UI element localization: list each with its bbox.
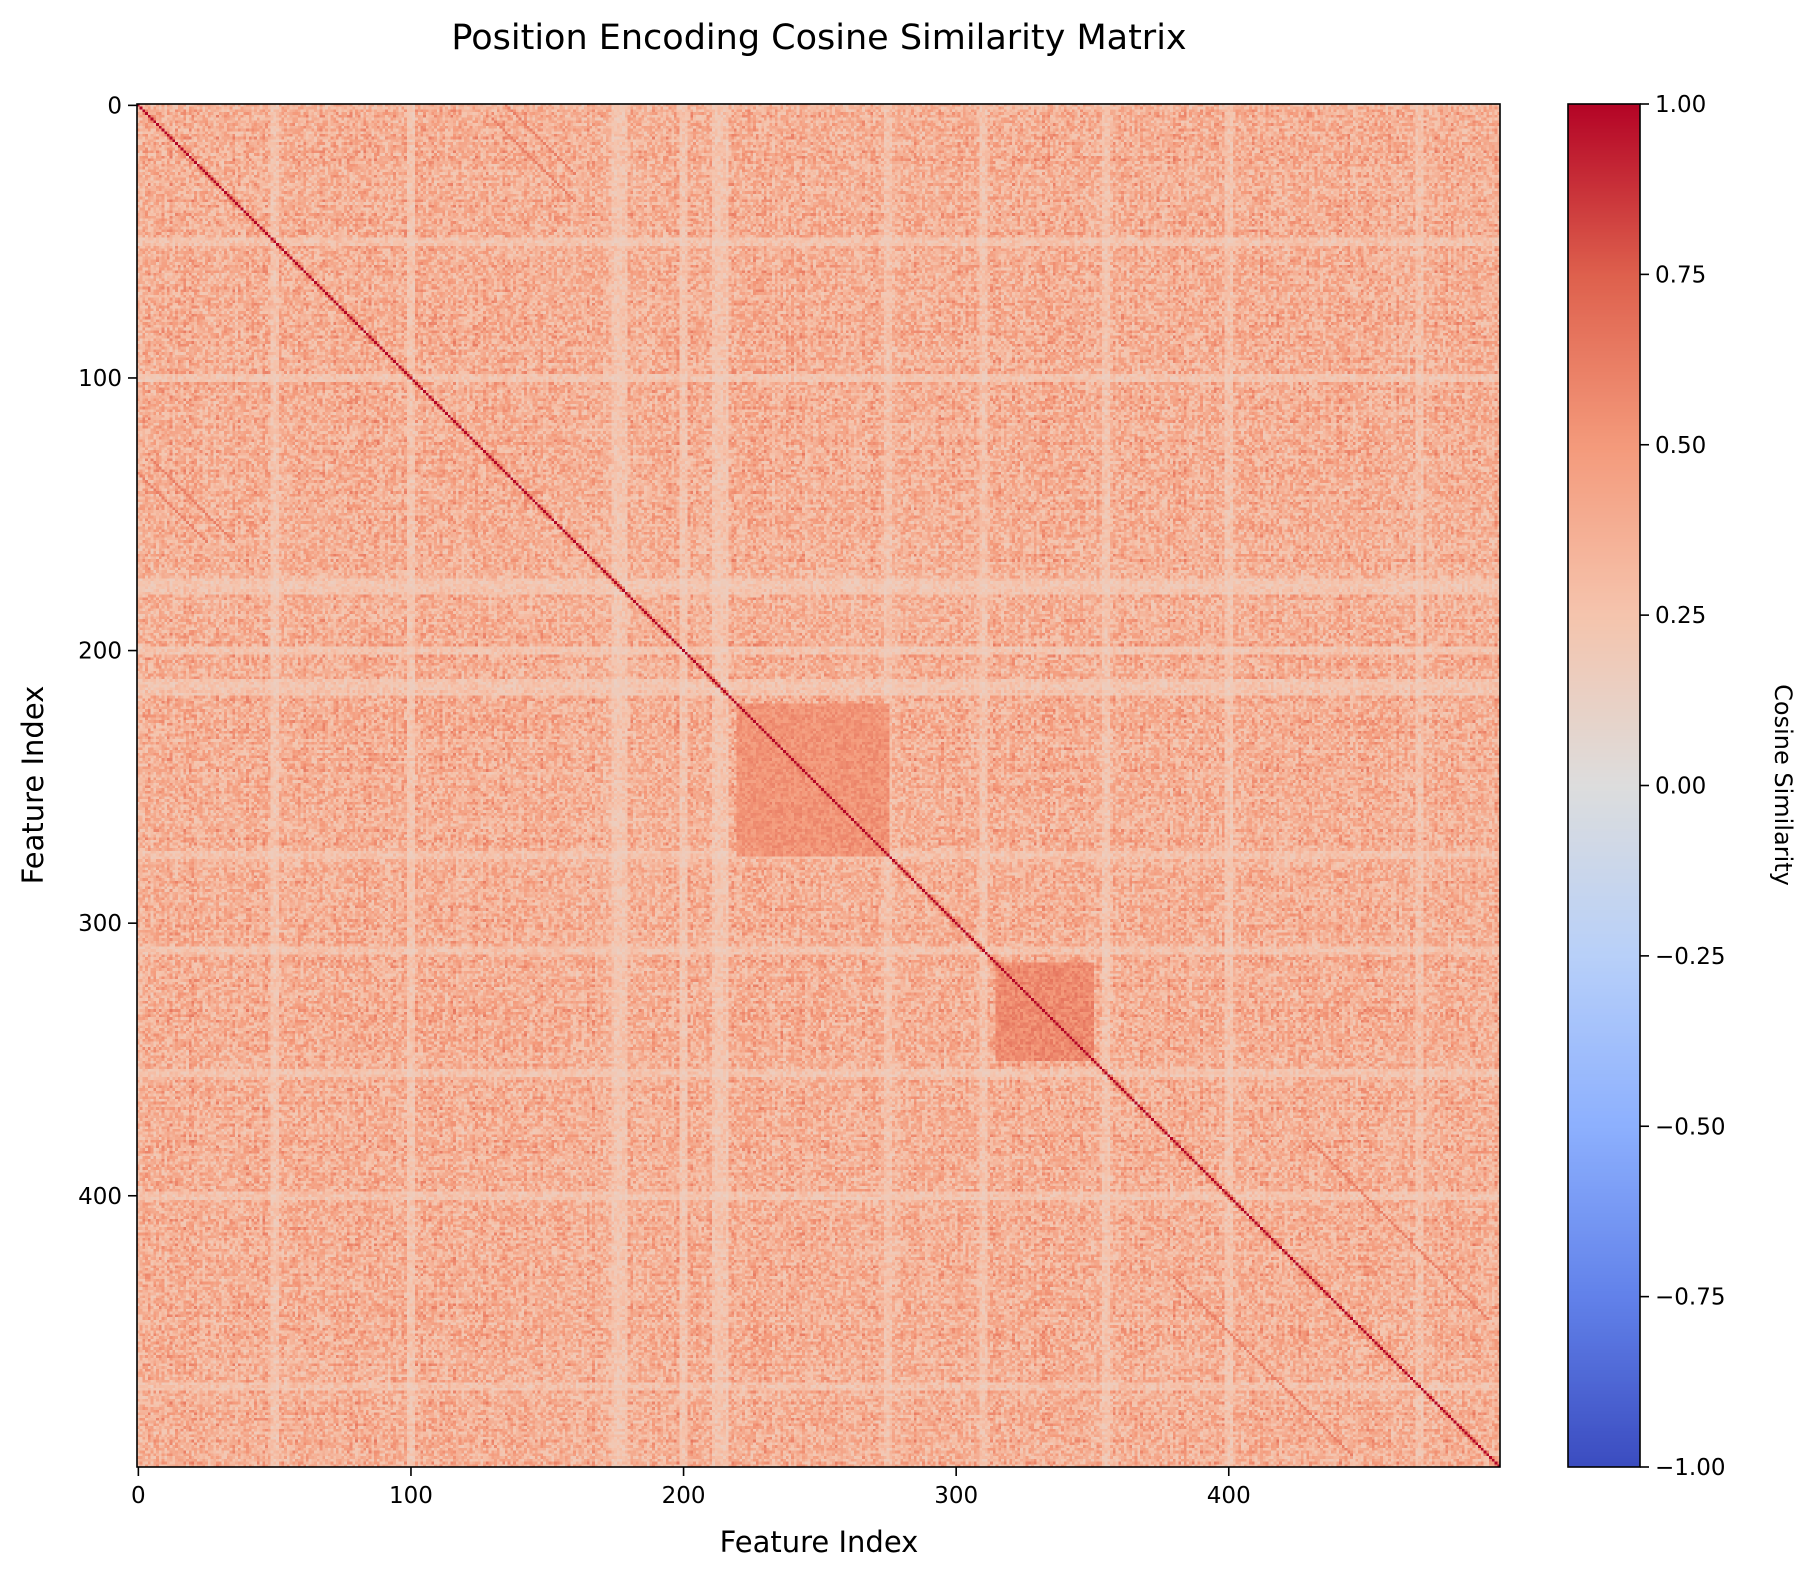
- y-tick-label: 400: [78, 1184, 122, 1210]
- colorbar-tick-label: 0.50: [1655, 433, 1706, 459]
- y-tick-label: 100: [78, 366, 122, 392]
- colorbar-label: Cosine Similarity: [1769, 684, 1797, 886]
- colorbar-tick-label: −0.75: [1655, 1285, 1725, 1311]
- colorbar-tick-label: 0.75: [1655, 262, 1706, 288]
- x-tick-label: 0: [131, 1483, 146, 1509]
- x-tick-label: 400: [1207, 1483, 1251, 1509]
- colorbar-gradient: [1568, 104, 1640, 1467]
- x-tick-label: 100: [389, 1483, 433, 1509]
- colorbar-tick-label: 0.00: [1655, 774, 1706, 800]
- colorbar-tick-label: 1.00: [1655, 92, 1706, 118]
- x-tick-label: 300: [934, 1483, 978, 1509]
- plot-frame: [136, 103, 1501, 1468]
- x-axis-ticks: 0 100 200 300 400: [131, 1467, 1251, 1509]
- x-tick-label: 200: [662, 1483, 706, 1509]
- colorbar-tick-label: −0.25: [1655, 944, 1725, 970]
- colorbar-ticks: 1.00 0.75 0.50 0.25 0.00 −0.25 −0.50 −0.75 −1.00: [1640, 92, 1725, 1481]
- colorbar-tick-label: −0.50: [1655, 1114, 1725, 1140]
- y-tick-label: 200: [78, 639, 122, 665]
- y-axis-label: Feature Index: [16, 686, 50, 885]
- colorbar-frame: [1567, 103, 1641, 1468]
- y-tick-label: 0: [107, 93, 122, 119]
- chart-title: Position Encoding Cosine Similarity Matr…: [451, 18, 1186, 58]
- y-axis-ticks: 0 100 200 300 400: [78, 93, 137, 1210]
- colorbar-tick-label: −1.00: [1655, 1455, 1725, 1481]
- x-axis-label: Feature Index: [720, 1525, 919, 1559]
- colorbar-tick-label: 0.25: [1655, 603, 1706, 629]
- y-tick-label: 300: [78, 911, 122, 937]
- heatmap-image: [137, 104, 1500, 1467]
